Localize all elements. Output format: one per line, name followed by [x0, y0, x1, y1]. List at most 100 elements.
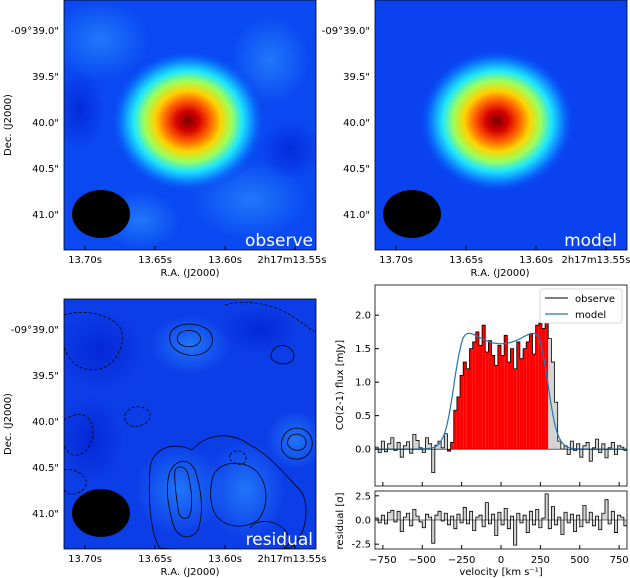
spectrum-bar: [564, 445, 568, 450]
spectrum-bar: [494, 365, 498, 450]
residual-bar: [456, 514, 461, 520]
residual-bar: [434, 515, 438, 520]
residual-bar: [516, 513, 520, 520]
residual-bar: [614, 520, 618, 533]
spectrum-bar: [406, 441, 410, 450]
residual-bar: [541, 518, 546, 520]
spectrum-bar: [551, 362, 555, 450]
spectrum-bar: [608, 447, 612, 450]
residual-ytick: -09°39.0": [11, 325, 59, 336]
residual-bar: [601, 513, 605, 520]
residual-bar: [604, 499, 609, 520]
residual-bar: [488, 520, 492, 524]
spectrum-bar: [431, 449, 435, 473]
spectrum-bar: [466, 368, 470, 450]
residual-bar: [529, 511, 533, 520]
spectrum-bar: [598, 449, 602, 453]
residual-bar: [519, 520, 524, 523]
spectrum-bar: [491, 355, 495, 450]
spectrum-xtick: −500: [409, 555, 436, 566]
residual-bar: [567, 520, 571, 523]
observe-xlabel: R.A. (J2000): [161, 268, 220, 279]
spectrum-bar: [570, 441, 574, 450]
residual-ytick: 41.0": [32, 509, 59, 520]
residual-bar: [482, 520, 486, 527]
residual-xtick: 13.65s: [138, 554, 172, 565]
residual-bar: [611, 511, 615, 520]
residual-bar: [507, 520, 511, 529]
model-xlabel: R.A. (J2000): [471, 268, 530, 279]
residual-bar: [497, 512, 501, 520]
spectrum-bar: [604, 449, 609, 458]
spectrum-bar: [532, 354, 536, 450]
residual-bar: [415, 516, 420, 520]
spectrum-bar: [541, 328, 546, 450]
residual-yticks: -09°39.0" 39.5" 40.0" 40.5" 41.0": [11, 325, 59, 520]
spectrum-bar: [381, 441, 385, 450]
beam-observe: [72, 190, 130, 238]
spectrum-ytick: 1.0: [355, 378, 371, 389]
spectrum-bar: [403, 445, 407, 450]
residual-bar: [582, 505, 587, 520]
spectrum-bar: [428, 443, 432, 450]
residual-bar: [447, 520, 451, 525]
residual-xticks: 13.70s 13.65s 13.60s 2h17m13.55s: [68, 554, 326, 565]
spectrum-bar: [444, 433, 448, 450]
residual-spectrum-ylabel: residual [σ]: [335, 492, 346, 549]
residual-bar: [504, 508, 508, 520]
residual-ytick: 39.5": [32, 371, 59, 382]
spectrum-bar: [501, 355, 505, 450]
residual-spectrum-yticks: -2.5 0.0 2.5: [351, 491, 379, 551]
residual-bar: [545, 493, 549, 520]
spectrum-bar: [545, 289, 549, 450]
observe-ytick: 40.0": [32, 118, 59, 129]
residual-bar: [381, 515, 385, 520]
residual-bar: [570, 514, 574, 520]
residual-bar: [494, 520, 498, 536]
spectrum-bar: [592, 447, 596, 450]
residual-bar: [551, 506, 555, 520]
model-ytick: 40.0": [343, 118, 370, 129]
residual-bar: [438, 511, 442, 520]
model-xtick: 13.60s: [519, 255, 553, 266]
residual-bar: [469, 511, 473, 520]
observe-ylabel: Dec. (J2000): [3, 94, 14, 156]
legend-observe: observe: [575, 294, 615, 305]
residual-bar: [400, 520, 404, 532]
spectrum-bar: [535, 325, 539, 450]
residual-bar: [501, 520, 505, 525]
spectrum-bars: [375, 289, 627, 473]
residual-bar: [387, 512, 391, 520]
residual-spectrum-plot: -2.5 0.0 2.5 −750 −500 −250 0 250 500 750 residu…: [335, 482, 629, 578]
spectrum-ytick: 2.0: [355, 311, 371, 322]
spectrum-bar: [576, 443, 580, 450]
observe-xtick: 13.60s: [208, 255, 242, 266]
spectrum-bar: [586, 442, 590, 450]
spectrum-bar: [567, 449, 571, 455]
residual-bar: [586, 520, 590, 523]
residual-bar: [535, 509, 539, 520]
spectrum-bar: [554, 402, 558, 450]
residual-bar: [617, 515, 621, 520]
residual-bar: [595, 516, 599, 520]
spectrum-ytick: 0.5: [355, 411, 371, 422]
residual-bar: [620, 517, 624, 520]
residual-ylabel: Dec. (J2000): [3, 393, 14, 455]
spectrum-bar: [434, 445, 438, 450]
spectrum-bar: [557, 441, 561, 450]
spectrum-ytick: 1.5: [355, 344, 371, 355]
model-ytick: 40.5": [343, 164, 370, 175]
residual-bar: [513, 520, 517, 546]
residual-bar: [375, 518, 379, 520]
residual-spectrum-bars: [375, 493, 627, 546]
spectrum-xtick: 500: [570, 555, 589, 566]
spectrum-bar: [623, 449, 627, 451]
spectrum-xtick: 0: [498, 555, 504, 566]
spectrum-yticks: 0.0 0.5 1.0 1.5 2.0: [355, 311, 379, 456]
residual-bar: [579, 520, 583, 527]
spectrum-xtick: 750: [610, 555, 629, 566]
observe-ytick: 39.5": [32, 72, 59, 83]
beam-model: [383, 190, 441, 238]
spectrum-bar: [488, 340, 492, 450]
residual-bar: [441, 520, 445, 521]
